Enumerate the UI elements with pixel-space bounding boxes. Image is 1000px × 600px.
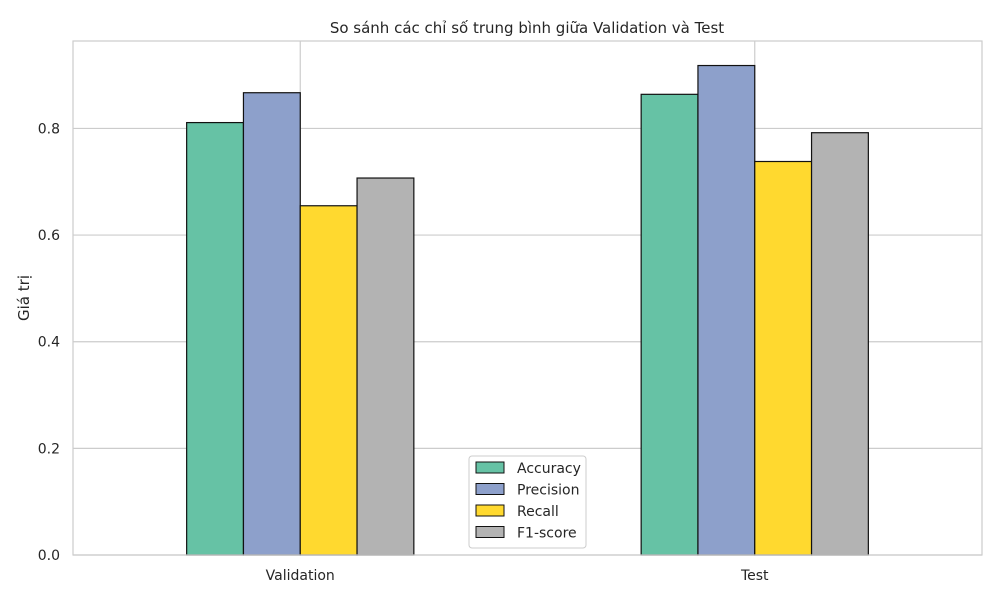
legend-swatch: [475, 526, 505, 538]
chart-title: So sánh các chỉ số trung bình giữa Valid…: [330, 19, 724, 37]
y-tick-label: 0.8: [38, 121, 60, 137]
legend-label: Recall: [517, 504, 559, 520]
plot-frame: [72, 40, 983, 556]
bar-precision-test: [697, 64, 756, 556]
bar-f1-score-validation: [356, 177, 415, 556]
y-tick-label: 0.2: [38, 441, 60, 457]
bar-recall-validation: [299, 205, 358, 556]
bar-accuracy-validation: [186, 121, 245, 556]
bar-recall-test: [754, 160, 813, 556]
y-tick-label: 0.4: [38, 335, 60, 351]
bar-f1-score-test: [810, 132, 869, 556]
legend-label: Precision: [517, 483, 579, 499]
x-tick-label: Test: [740, 568, 769, 584]
legend-label: Accuracy: [517, 461, 581, 477]
y-tick-label: 0.6: [38, 228, 60, 244]
bar-precision-validation: [242, 92, 301, 556]
y-axis-label: Giá trị: [15, 275, 33, 321]
legend: Accuracy Precision Recall F1-score: [468, 455, 587, 549]
y-tick-label: 0.0: [38, 548, 60, 564]
legend-swatch: [475, 504, 505, 517]
legend-swatch: [475, 461, 505, 474]
ticks-layer: 0.0 0.2 0.4 0.6 0.8 Validation Test: [38, 121, 769, 584]
bar-accuracy-test: [640, 93, 699, 556]
bars-layer: [186, 64, 869, 556]
x-tick-label: Validation: [266, 568, 335, 584]
legend-box: [468, 455, 587, 549]
legend-swatch: [475, 483, 505, 495]
legend-label: F1-score: [517, 526, 577, 542]
